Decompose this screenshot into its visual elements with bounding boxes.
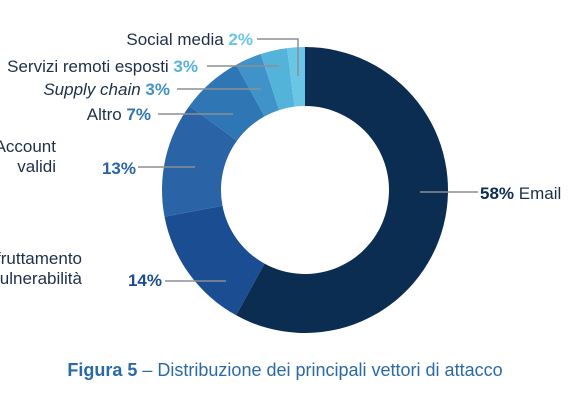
slice-servizi-remoti-esposti: [260, 48, 295, 111]
slice-name-email: Email: [514, 184, 561, 203]
slice-value-sfruttamento-di-vulnerabilit: 14%: [128, 271, 162, 290]
slice-value-servizi-remoti-esposti: 3%: [173, 57, 198, 76]
slice-name-line1-account-validi: Account: [0, 137, 56, 156]
slice-label-supply-chain: Supply chain 3%: [43, 80, 170, 99]
slice-value-email: 58%: [480, 184, 514, 203]
caption-text: Distribuzione dei principali vettori di …: [157, 360, 502, 380]
slice-name-social-media: Social media: [126, 30, 228, 49]
slice-label-servizi-remoti-esposti: Servizi remoti esposti 3%: [7, 57, 198, 76]
slice-value-account-validi: 13%: [102, 159, 136, 178]
slice-value-text-sfruttamento-di-vulnerabilit: 14%: [128, 271, 162, 290]
slice-name-supply-chain: Supply chain: [43, 80, 145, 99]
caption-figure-number: Figura 5: [67, 360, 137, 380]
slice-label-account-validi: Account validi: [0, 137, 56, 176]
slice-name-altro: Altro: [87, 105, 127, 124]
slice-labels: 58% Email Sfruttamentodi vulnerabilità 14%…: [0, 30, 561, 290]
slice-altro: [189, 64, 265, 141]
slice-value-altro: 7%: [126, 105, 151, 124]
slice-name-servizi-remoti-esposti: Servizi remoti esposti: [7, 57, 173, 76]
slice-label-email: 58% Email: [480, 184, 561, 203]
figure-caption: Figura 5 – Distribuzione dei principali …: [67, 360, 502, 380]
slice-name-line2-account-validi: validi: [17, 157, 56, 176]
slice-sfruttamento-di-vulnerabilit: [164, 205, 265, 316]
caption-separator: –: [137, 360, 157, 380]
slice-name-line2-sfruttamento-di-vulnerabilit: di vulnerabilità: [0, 269, 83, 288]
slice-social-media: [287, 47, 305, 107]
slice-label-sfruttamento-di-vulnerabilit: Sfruttamentodi vulnerabilità: [0, 249, 83, 288]
slice-supply-chain: [236, 53, 280, 117]
slice-email: [236, 47, 448, 334]
slice-value-text-account-validi: 13%: [102, 159, 136, 178]
slice-value-social-media: 2%: [228, 30, 253, 49]
slice-label-altro: Altro 7%: [87, 105, 151, 124]
slice-account-validi: [162, 105, 238, 217]
slice-name-line1-sfruttamento-di-vulnerabilit: Sfruttamento: [0, 249, 82, 268]
slice-value-supply-chain: 3%: [145, 80, 170, 99]
slice-label-social-media: Social media 2%: [126, 30, 253, 49]
leader-line-social-media: [257, 38, 299, 76]
leader-lines: [138, 38, 478, 282]
donut-slices: [162, 47, 448, 334]
